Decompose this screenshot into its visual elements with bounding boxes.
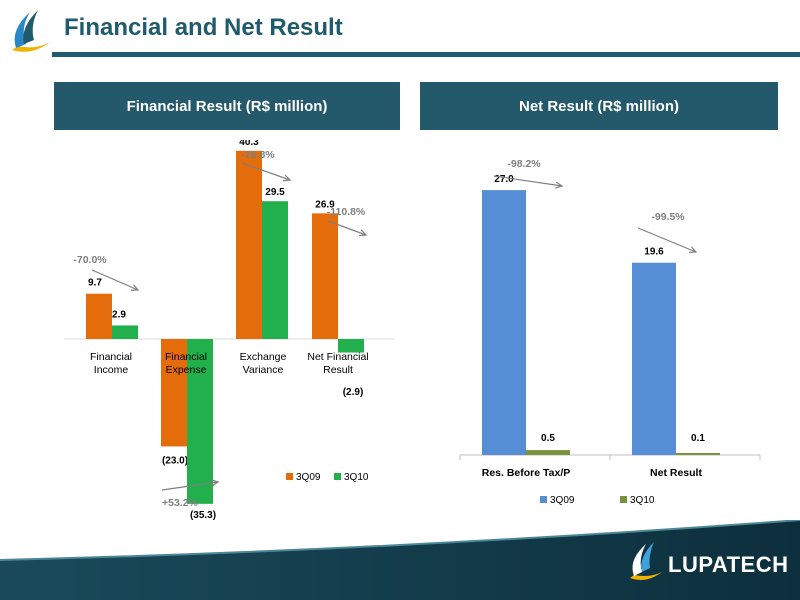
change-annotation-1: +53.2% — [162, 497, 199, 509]
bar-3Q10-1 — [676, 453, 720, 455]
legend-label-3Q09: 3Q09 — [296, 472, 321, 483]
legend-swatch-3Q09 — [540, 496, 547, 503]
net-result-chart: 27.0 19.6 0.5 0.1 Res. Before Tax/P Net Resul… — [459, 158, 761, 506]
legend-swatch-3Q10 — [620, 496, 627, 503]
change-arrow-0 — [493, 175, 564, 189]
change-arrow-1-head — [688, 246, 698, 254]
net-result-header: Net Result (R$ million) — [420, 82, 778, 130]
financial-result-header: Financial Result (R$ million) — [54, 82, 400, 130]
bar-3Q09-0 — [482, 190, 526, 455]
brand-wordmark: LUPATECH — [668, 552, 789, 577]
legend-swatch-3Q10 — [334, 473, 341, 480]
category-label-0-0: Financial — [90, 351, 132, 363]
bar-3Q09-1 — [632, 262, 676, 455]
page-title: Financial and Net Result — [64, 14, 343, 41]
change-arrow-0-head — [555, 181, 564, 189]
value-label-3Q09-3: 26.9 — [315, 199, 335, 210]
category-label-0-1: Income — [94, 364, 129, 376]
value-label-3Q10-0: 0.5 — [541, 433, 555, 444]
bar-3Q10-3 — [338, 339, 364, 353]
value-label-3Q09-1: (23.0) — [162, 455, 188, 466]
value-label-3Q10-3: (2.9) — [343, 387, 364, 398]
bar-3Q09-1 — [161, 339, 187, 447]
bar-3Q10-0 — [112, 325, 138, 339]
change-annotation-1: -99.5% — [651, 211, 685, 223]
change-arrow-2 — [241, 162, 292, 182]
bar-3Q10-1 — [187, 339, 213, 504]
bar-3Q09-0 — [86, 293, 112, 339]
change-arrow-1-line — [161, 481, 219, 491]
category-label-1-0: Financial — [165, 351, 207, 363]
category-label-2-0: Exchange — [240, 351, 287, 363]
legend-label-3Q10: 3Q10 — [630, 495, 655, 506]
change-arrow-2-line — [241, 162, 291, 181]
category-label-2-1: Variance — [243, 364, 284, 376]
bar-3Q10-2 — [262, 201, 288, 339]
change-arrow-1 — [637, 227, 698, 254]
change-arrow-0-head — [130, 284, 140, 291]
bar-3Q09-2 — [236, 150, 262, 339]
value-label-3Q10-1: (35.3) — [190, 510, 216, 520]
value-label-3Q09-0: 27.0 — [494, 174, 514, 185]
change-annotation-0: -70.0% — [73, 254, 107, 266]
bar-3Q10-0 — [526, 450, 570, 455]
change-arrow-1 — [161, 479, 220, 491]
change-arrow-0-line — [91, 269, 139, 291]
category-label-0: Res. Before Tax/P — [482, 467, 571, 479]
value-label-3Q10-2: 29.5 — [265, 187, 285, 198]
change-arrow-3 — [327, 220, 368, 237]
value-label-3Q10-1: 0.1 — [691, 433, 705, 444]
value-label-3Q10-0: 2.9 — [112, 309, 126, 320]
financial-result-chart: 9.7 (23.0) 40.3 26.9 2.9 (35.3) 29.5 (2.9) Finan… — [64, 140, 394, 520]
change-annotation-3: -110.8% — [327, 206, 366, 218]
value-label-3Q09-1: 19.6 — [644, 247, 664, 258]
lupatech-logo-icon — [630, 542, 662, 580]
bar-3Q09-3 — [312, 213, 338, 339]
change-arrow-0 — [91, 269, 140, 291]
legend-swatch-3Q09 — [286, 473, 293, 480]
category-label-1: Net Result — [650, 467, 702, 479]
title-divider — [52, 52, 800, 57]
change-arrow-0-line — [493, 175, 563, 187]
legend-label-3Q09: 3Q09 — [550, 495, 575, 506]
company-logo-icon — [12, 10, 50, 52]
footer-band — [0, 520, 800, 600]
change-arrow-1-head — [211, 479, 220, 487]
category-label-3-0: Net Financial — [307, 351, 368, 363]
category-label-3-1: Result — [323, 364, 353, 376]
change-annotation-0: -98.2% — [507, 158, 541, 170]
change-annotation-2: -26.8% — [241, 149, 275, 161]
value-label-3Q09-0: 9.7 — [88, 278, 102, 289]
change-arrow-2-head — [282, 174, 292, 182]
legend-label-3Q10: 3Q10 — [344, 472, 369, 483]
change-arrow-3-head — [358, 229, 368, 237]
value-label-3Q09-2: 40.3 — [239, 140, 259, 148]
category-label-1-1: Expense — [166, 364, 207, 376]
change-arrow-1-line — [637, 227, 697, 253]
change-arrow-3-line — [327, 220, 367, 236]
